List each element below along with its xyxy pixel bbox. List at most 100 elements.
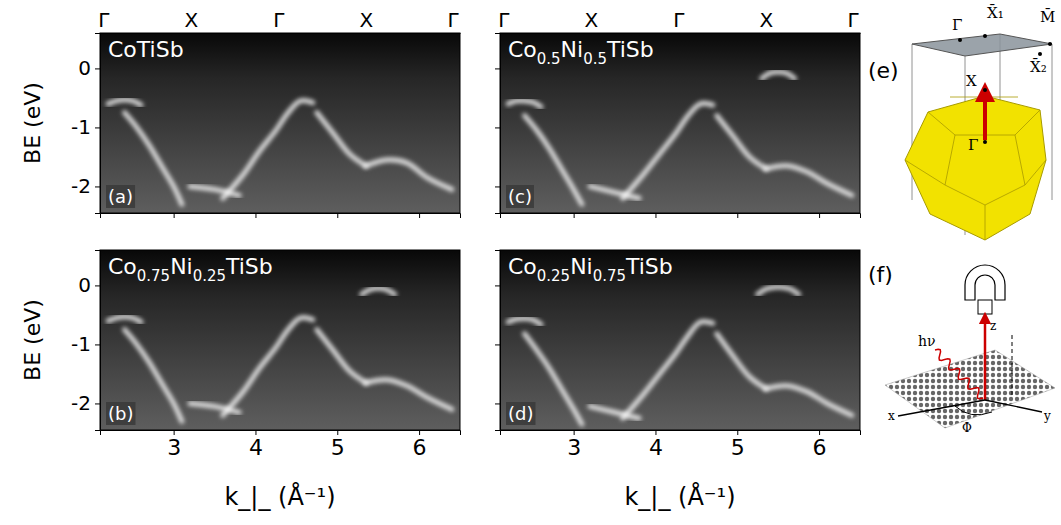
- band: [317, 113, 366, 166]
- x-axis-line: [501, 214, 861, 219]
- polyhedron-edge: [1015, 110, 1040, 135]
- schematic-label: x: [888, 409, 895, 423]
- plot-background: [100, 250, 460, 430]
- panel-letter: (f): [868, 262, 893, 287]
- x-tick-mark: [255, 213, 256, 218]
- x-tick-mark: [819, 213, 820, 218]
- band: [108, 100, 141, 105]
- band: [766, 386, 852, 416]
- panel-letter-group: (b): [106, 402, 135, 425]
- label-patch: [506, 402, 535, 425]
- x-tick: 6: [813, 430, 827, 460]
- panel-letter-group: (d): [506, 402, 535, 425]
- formula-part: Co: [108, 254, 137, 279]
- panel: ΓXΓXΓCo0.5Ni0.5TiSb(c): [495, 8, 861, 218]
- polyhedron-edge: [905, 160, 945, 185]
- y-tick: [495, 403, 500, 404]
- band: [508, 101, 541, 107]
- panel-title: Co0.75Ni0.25TiSb: [108, 254, 273, 285]
- polyhedron-edge: [945, 185, 985, 205]
- polyhedron-edge: [1025, 160, 1046, 185]
- y-tick: [495, 285, 500, 286]
- x-tick: [255, 213, 256, 218]
- x-tick: [737, 213, 738, 218]
- schematic-label: z: [990, 319, 996, 333]
- panel-letter-group: (c): [506, 185, 534, 208]
- polyhedron: [905, 96, 1046, 240]
- bands: [508, 287, 852, 424]
- symmetry-label: X: [184, 8, 198, 32]
- y-axis-title: BE (eV): [20, 82, 45, 164]
- x-axis: [501, 213, 861, 218]
- plot-frame: [500, 33, 860, 213]
- geometry: (f)hνzxyΦ: [868, 262, 1055, 435]
- y-tick: [495, 344, 500, 345]
- photon: [935, 349, 983, 399]
- symmetry-label: Γ: [448, 8, 460, 32]
- band: [766, 166, 852, 196]
- y-axis-title: BE (eV): [20, 299, 45, 381]
- panel: 3456Co0.25Ni0.75TiSb(d): [495, 250, 861, 460]
- x-tick: [574, 213, 575, 218]
- formula-part: Co: [508, 254, 537, 279]
- y-tick-mark: [95, 186, 100, 187]
- panel-letter: (c): [508, 186, 532, 207]
- analyser-slit: [978, 300, 992, 314]
- band: [317, 330, 366, 383]
- panel: 34560-1-2Co0.75Ni0.25TiSb(b): [71, 250, 460, 460]
- y-tick: -1: [71, 332, 100, 356]
- x-tick: 4: [249, 430, 263, 460]
- symmetry-tick: X: [184, 8, 198, 33]
- x-tick-mark: [337, 213, 338, 218]
- plot-background: [100, 33, 460, 213]
- formula-part: Co: [508, 37, 537, 62]
- panel-letter: (e): [868, 58, 899, 83]
- symmetry-label: Γ: [848, 8, 860, 32]
- label-patch: [106, 185, 135, 208]
- y-tick-mark: [95, 127, 100, 128]
- subscript: 0.75: [593, 267, 626, 285]
- panel-title: Co0.5Ni0.5TiSb: [508, 37, 654, 68]
- point: [983, 34, 987, 38]
- symmetry-label: X: [360, 8, 374, 32]
- x-tick: [819, 213, 820, 218]
- y-tick-label: -1: [71, 115, 91, 139]
- bands: [108, 288, 452, 421]
- band: [590, 406, 639, 418]
- subscript: 0.75: [137, 267, 170, 285]
- sample-surface: [885, 350, 1055, 428]
- panel-letter: (d): [508, 403, 533, 424]
- y-tick: [495, 127, 500, 128]
- band: [717, 334, 766, 389]
- symmetry-label: Γ: [98, 8, 110, 32]
- x-axis: [101, 213, 461, 218]
- label-patch: [106, 402, 135, 425]
- symmetry-label: Γ: [273, 8, 285, 32]
- point-label: Γ̄: [952, 16, 962, 34]
- band: [590, 186, 639, 198]
- y-tick: -2: [71, 391, 100, 415]
- symmetry-tick: Γ: [673, 8, 685, 33]
- x-tick-mark: [737, 213, 738, 218]
- gamma-x-arrow: [983, 92, 987, 140]
- point-label: M̄: [1040, 8, 1055, 26]
- band: [508, 318, 541, 324]
- symmetry-tick: Γ: [98, 8, 110, 33]
- y-tick-mark: [495, 127, 500, 128]
- x-tick-label: 4: [649, 435, 663, 460]
- x-tick: 5: [731, 430, 745, 460]
- x-tick-label: 5: [731, 435, 745, 460]
- y-tick-mark: [95, 403, 100, 404]
- x-direction: [898, 400, 985, 416]
- polyhedron-edge: [985, 185, 1025, 205]
- normal-line: [1012, 335, 1013, 395]
- x-tick-mark: [174, 213, 175, 218]
- x-tick: [655, 213, 656, 218]
- symmetry-tick: Γ: [448, 8, 460, 33]
- y-tick-mark: [95, 285, 100, 286]
- plot-frame: [500, 250, 860, 430]
- formula-part: TiSb: [625, 254, 673, 279]
- x-axis-line: [501, 431, 861, 436]
- y-tick: -1: [71, 115, 100, 139]
- symmetry-tick: Γ: [498, 8, 510, 33]
